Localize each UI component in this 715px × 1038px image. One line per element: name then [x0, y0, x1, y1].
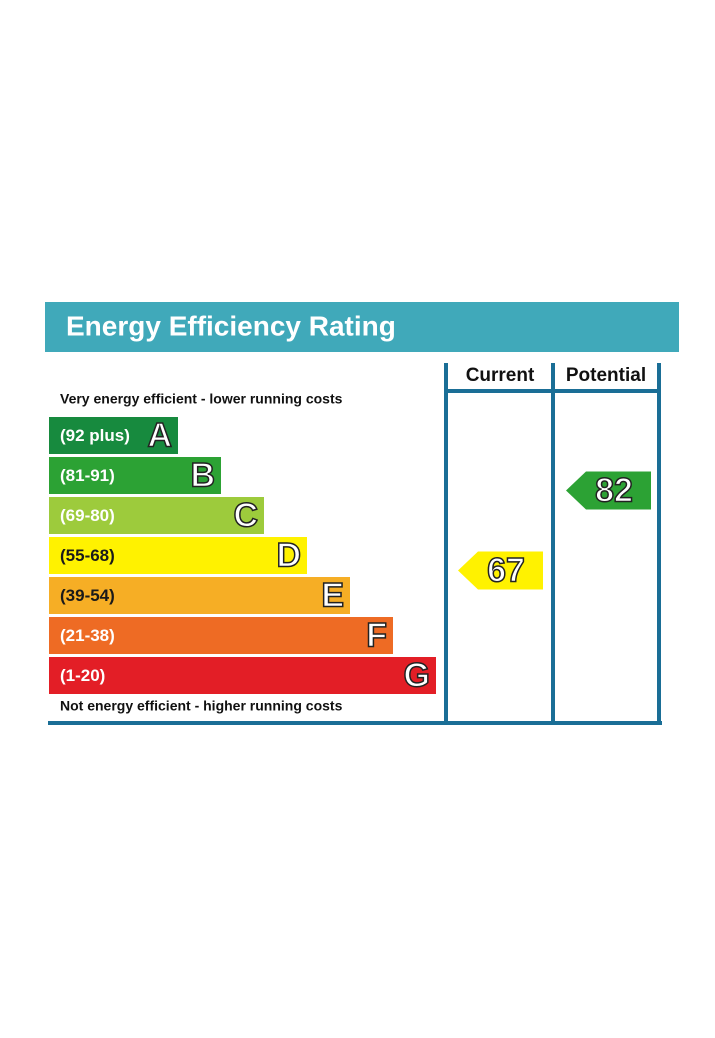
band-letter: E [321, 576, 344, 614]
band-letter: F [366, 616, 387, 654]
top-note: Very energy efficient - lower running co… [60, 391, 343, 407]
rating-value: 82 [595, 471, 633, 509]
band [49, 617, 393, 654]
rating-value: 67 [487, 551, 525, 589]
band [49, 577, 350, 614]
band [49, 457, 221, 494]
band-letter: B [190, 456, 215, 494]
band-letter: G [404, 656, 430, 694]
rating-arrow [566, 471, 651, 510]
column-header: Current [466, 365, 535, 386]
band [49, 537, 307, 574]
band-letter: D [276, 536, 301, 574]
band-range: (81-91) [60, 466, 115, 485]
bottom-note: Not energy efficient - higher running co… [60, 698, 343, 714]
rating-arrow [458, 551, 543, 590]
band-letter: A [147, 416, 172, 454]
band-range: (55-68) [60, 546, 115, 565]
band-range: (92 plus) [60, 426, 130, 445]
frame [48, 363, 662, 725]
band-range: (1-20) [60, 666, 105, 685]
title-bar [45, 302, 679, 352]
column-header: Potential [566, 365, 646, 386]
band [49, 497, 264, 534]
band-range: (39-54) [60, 586, 115, 605]
band [49, 657, 436, 694]
band-range: (69-80) [60, 506, 115, 525]
band [49, 417, 178, 454]
band-letter: C [233, 496, 258, 534]
title: Energy Efficiency Rating [66, 310, 396, 341]
band-range: (21-38) [60, 626, 115, 645]
